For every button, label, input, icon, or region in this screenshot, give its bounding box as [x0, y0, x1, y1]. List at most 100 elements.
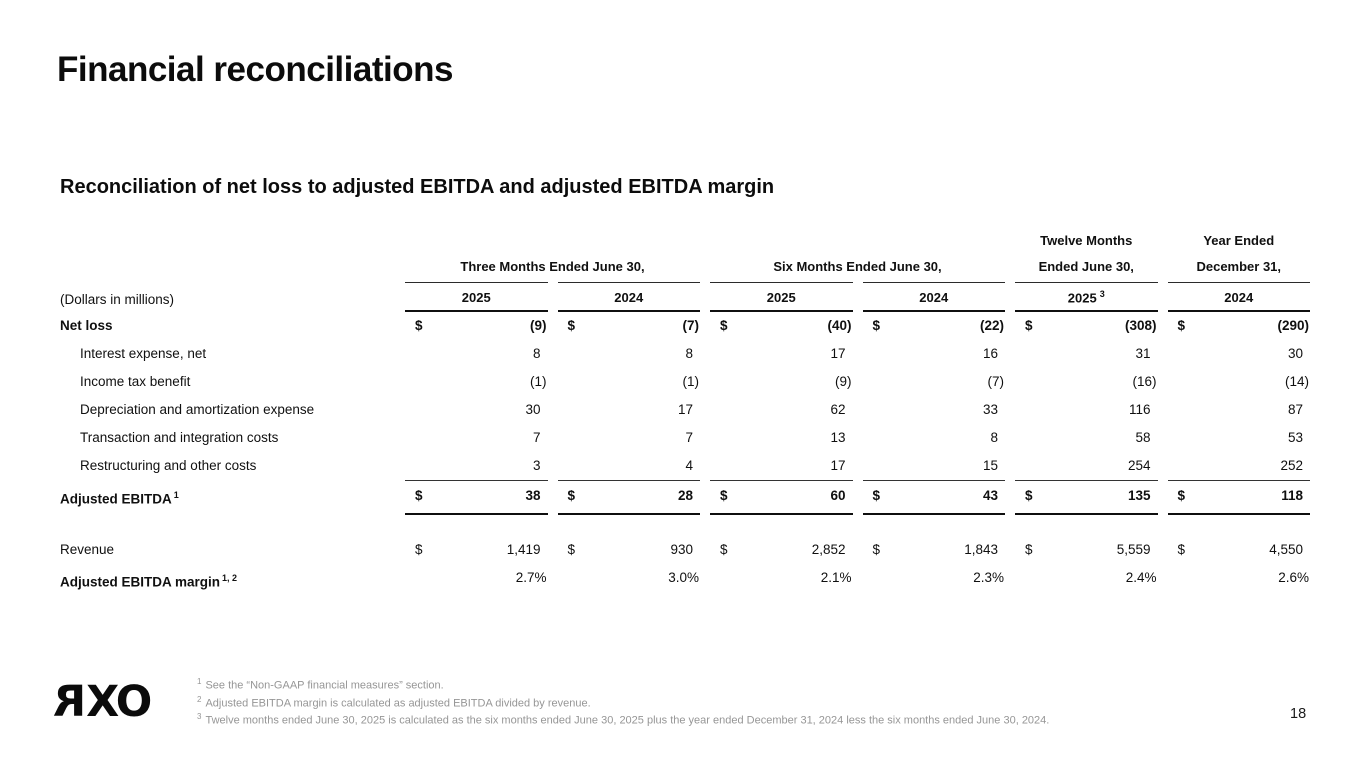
value-cell: $1,843 — [863, 536, 1006, 564]
dollar-sign: $ — [872, 488, 881, 503]
value-cell: 116 — [1015, 396, 1158, 424]
row-label-text: Net loss — [60, 318, 113, 333]
value-cell: (1) — [558, 368, 701, 396]
value: 5,559 — [1116, 542, 1151, 557]
row-label-text: Depreciation and amortization expense — [80, 402, 315, 417]
value-cell: (1) — [405, 368, 548, 396]
dollar-sign: $ — [720, 318, 728, 333]
row-label: Adjusted EBITDA margin 1, 2 — [60, 564, 395, 597]
value-cell: 17 — [710, 452, 853, 480]
value-cell: $1,419 — [405, 536, 548, 564]
footnote-1: 1 See the “Non-GAAP financial measures” s… — [197, 675, 1257, 693]
value: 60 — [830, 488, 846, 503]
value-cell: 2.1% — [710, 564, 853, 597]
value: (1) — [530, 374, 547, 389]
value: 118 — [1281, 488, 1303, 503]
row-label-text: Restructuring and other costs — [80, 458, 257, 473]
table-column-groups: Three Months Ended June 30, Six Months E… — [60, 228, 1310, 283]
dollar-sign: $ — [415, 488, 423, 503]
value-cell: (9) — [710, 368, 853, 396]
value-cell: 7 — [405, 424, 548, 452]
column-group-three-months: Three Months Ended June 30, — [405, 254, 700, 283]
dollar-sign: $ — [567, 318, 576, 333]
table-row-net-loss: Net loss $ (9) $ (7) $ (40) $ (22) $ (308) $ (… — [60, 312, 1310, 340]
row-label: Depreciation and amortization expense — [60, 396, 395, 424]
value-cell: 2.3% — [863, 564, 1006, 597]
value: 15 — [982, 458, 998, 473]
value: 8 — [532, 346, 541, 361]
value: 252 — [1280, 458, 1303, 473]
value: 30 — [525, 402, 541, 417]
value: (7) — [682, 318, 700, 333]
value: (14) — [1284, 374, 1309, 389]
row-label-text: Revenue — [60, 542, 115, 557]
row-label: Income tax benefit — [60, 368, 395, 396]
footnote-marker: 1, 2 — [222, 573, 238, 583]
column-group-label-line1: Twelve Months — [1040, 233, 1133, 248]
page-number: 18 — [1290, 706, 1307, 722]
year-header: 2025 3 — [1015, 289, 1158, 312]
table-row-adjusted-ebitda-margin: Adjusted EBITDA margin 1, 2 2.7% 3.0% 2.1… — [60, 564, 1310, 592]
value: 4,550 — [1269, 542, 1303, 557]
value-cell: $118 — [1167, 480, 1310, 515]
year-header: 2024 — [557, 290, 700, 312]
value: 2.6% — [1278, 570, 1309, 585]
year: 2025 — [1067, 290, 1097, 305]
row-label: Adjusted EBITDA 1 — [60, 480, 395, 515]
column-group-year-ended: Year Ended December 31, — [1167, 228, 1310, 283]
column-group-label-line2: December 31, — [1196, 259, 1282, 274]
table-row-restructuring-other: Restructuring and other costs 3 4 17 15 … — [60, 452, 1310, 480]
value: (40) — [827, 318, 852, 333]
dollar-sign: $ — [415, 542, 423, 557]
row-label: Transaction and integration costs — [60, 424, 395, 452]
value-cell: 252 — [1168, 452, 1311, 480]
table-row-transaction-integration: Transaction and integration costs 7 7 13… — [60, 424, 1310, 452]
row-label-text: Adjusted EBITDA margin — [60, 574, 221, 590]
value: 7 — [532, 430, 541, 445]
value-cell: 16 — [863, 340, 1006, 368]
value: 135 — [1127, 488, 1151, 503]
footnote-text: See the “Non-GAAP financial measures” se… — [205, 679, 444, 692]
value: 4 — [685, 458, 693, 473]
footnote-text: Adjusted EBITDA margin is calculated as … — [205, 697, 591, 710]
value-cell: $ (308) — [1015, 312, 1158, 340]
value-cell: $930 — [558, 536, 701, 564]
value: 7 — [685, 430, 693, 445]
dollar-sign: $ — [567, 542, 576, 557]
value-cell: 2.7% — [405, 564, 548, 597]
value-cell: 8 — [558, 340, 701, 368]
dollar-sign: $ — [1177, 542, 1186, 557]
column-group-label: Three Months Ended June 30, — [460, 259, 645, 274]
value-cell: 30 — [405, 396, 548, 424]
value-cell: $60 — [710, 480, 853, 515]
value: (7) — [987, 374, 1005, 389]
footnote-marker: 1 — [197, 677, 202, 686]
row-label-text: Interest expense, net — [80, 346, 207, 361]
table-row-income-tax-benefit: Income tax benefit (1) (1) (9) (7) (16) … — [60, 368, 1310, 396]
value-cell: 2.6% — [1168, 564, 1311, 597]
year: 2025 — [461, 290, 491, 305]
column-group-rule — [1167, 280, 1310, 283]
value: 254 — [1127, 458, 1151, 473]
rxo-logo: RXO — [55, 677, 152, 727]
value-cell: 31 — [1015, 340, 1158, 368]
value-cell: $28 — [557, 480, 700, 515]
value-cell: 8 — [863, 424, 1006, 452]
value: 43 — [982, 488, 998, 503]
value: (9) — [835, 374, 852, 389]
value: 8 — [685, 346, 693, 361]
value-cell: 13 — [710, 424, 853, 452]
value: 33 — [982, 402, 998, 417]
footnote-marker: 1 — [173, 490, 179, 500]
footnote-text: Twelve months ended June 30, 2025 is cal… — [205, 714, 1050, 727]
footnote-marker: 3 — [1099, 288, 1105, 299]
row-label: Revenue — [60, 536, 395, 564]
column-group-label-line1: Year Ended — [1203, 233, 1275, 248]
value-cell: $ (9) — [405, 312, 548, 340]
year-header: 2024 — [1167, 290, 1310, 312]
value: 3 — [532, 458, 541, 473]
value: 17 — [830, 346, 846, 361]
year: 2024 — [614, 290, 644, 305]
dollar-sign: $ — [567, 488, 576, 503]
value-cell: 87 — [1168, 396, 1311, 424]
